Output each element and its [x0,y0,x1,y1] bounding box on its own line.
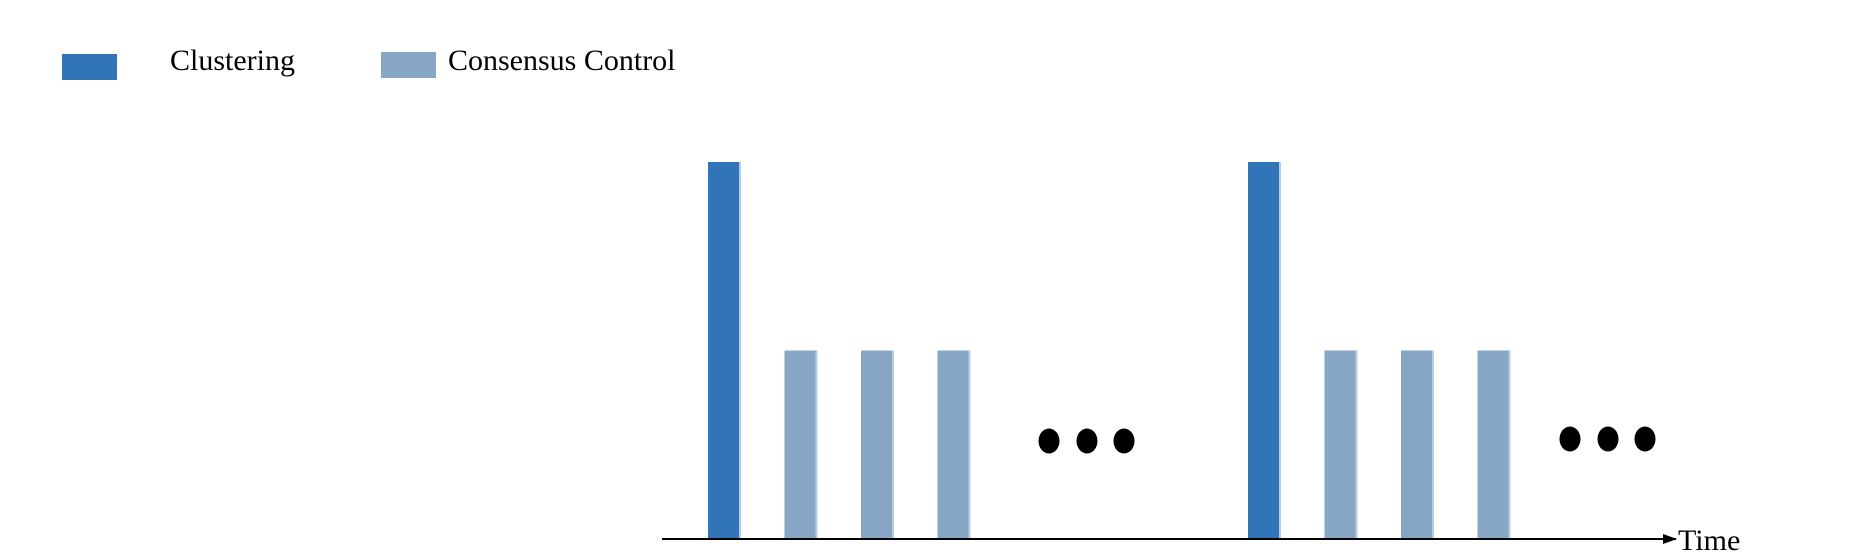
legend: Clustering Consensus Control [62,44,676,80]
clustering-bar [1248,162,1281,539]
consensus-control-bar [1324,350,1358,539]
consensus-control-bar [1477,350,1511,539]
bar-edge [739,162,741,539]
ellipsis-mark [1038,428,1135,454]
consensus-control-bar [937,350,971,539]
time-axis: Time [662,524,1740,557]
ellipsis-dot [1597,426,1619,452]
bars [708,162,1511,539]
ellipsis-dot [1559,426,1581,452]
consensus-control-bar [784,350,818,539]
time-axis-label: Time [1678,524,1740,557]
legend-label-clustering: Clustering [170,44,295,77]
legend-label-consensus-control: Consensus Control [448,44,676,77]
bar-edge [1508,350,1511,539]
clustering-bar [708,162,741,539]
bar-edge [968,350,971,539]
legend-item-consensus-control: Consensus Control [381,44,676,78]
ellipsis-dot [1076,428,1098,454]
legend-swatch-consensus-control [381,52,436,78]
legend-swatch-clustering [62,54,117,80]
consensus-control-bar [1401,350,1434,539]
consensus-control-bar [861,350,894,539]
bar-edge [892,350,894,539]
bar-edge [1355,350,1358,539]
legend-item-clustering: Clustering [62,44,295,80]
bar-edge [1432,350,1434,539]
ellipsis-dot [1038,428,1060,454]
ellipsis-dot [1634,426,1656,452]
ellipsis-dot [1113,428,1135,454]
bar-edge [815,350,818,539]
bar-edge [1279,162,1281,539]
continuation-marks [1038,426,1656,454]
ellipsis-mark [1559,426,1656,452]
